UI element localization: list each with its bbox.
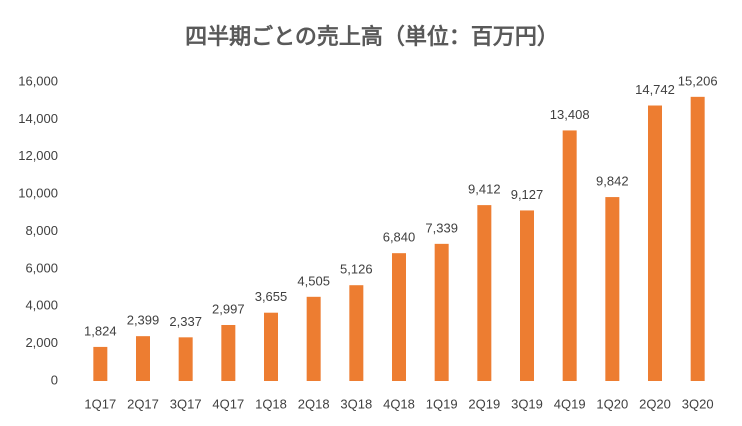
data-label: 6,840: [383, 230, 416, 245]
bar: [434, 243, 449, 381]
bar: [392, 253, 406, 381]
x-tick-label: 3Q17: [170, 396, 202, 411]
x-tick-label: 1Q20: [596, 396, 628, 411]
data-label: 14,742: [635, 82, 675, 97]
bar: [520, 210, 534, 381]
data-label: 5,126: [340, 262, 373, 277]
chart-title: 四半期ごとの売上高（単位：百万円）: [185, 24, 559, 50]
bar: [349, 285, 364, 381]
y-tick-label: 6,000: [25, 260, 58, 275]
data-label: 15,206: [678, 73, 718, 88]
bar: [264, 312, 278, 381]
data-label: 2,997: [212, 301, 245, 316]
y-tick-label: 16,000: [18, 73, 58, 88]
y-tick-label: 10,000: [18, 186, 58, 201]
bar: [221, 324, 236, 381]
data-label: 2,399: [127, 313, 160, 328]
bar: [93, 346, 108, 381]
y-tick-label: 8,000: [25, 223, 58, 238]
bar: [690, 96, 705, 381]
x-tick-label: 4Q17: [212, 396, 244, 411]
data-label: 3,655: [255, 289, 288, 304]
bar: [178, 337, 193, 381]
y-tick-label: 12,000: [18, 148, 58, 163]
data-label: 13,408: [550, 107, 590, 122]
x-tick-label: 3Q18: [340, 396, 372, 411]
data-label: 9,412: [468, 182, 501, 197]
bar: [136, 336, 150, 381]
x-tick-label: 1Q17: [84, 396, 116, 411]
y-tick-label: 4,000: [25, 298, 58, 313]
data-label: 4,505: [297, 273, 330, 288]
data-label: 7,339: [425, 220, 458, 235]
x-tick-label: 2Q18: [298, 396, 330, 411]
y-tick-label: 14,000: [18, 111, 58, 126]
bar: [562, 130, 577, 381]
x-tick-label: 3Q19: [511, 396, 543, 411]
bar: [648, 105, 662, 381]
y-tick-label: 0: [51, 372, 58, 387]
bar: [306, 296, 321, 381]
x-tick-label: 4Q18: [383, 396, 415, 411]
data-label: 9,842: [596, 174, 629, 189]
x-tick-label: 1Q18: [255, 396, 287, 411]
x-tick-label: 1Q19: [426, 396, 458, 411]
y-tick-label: 2,000: [25, 335, 58, 350]
x-tick-label: 4Q19: [554, 396, 586, 411]
x-tick-label: 2Q19: [468, 396, 500, 411]
data-label: 1,824: [84, 323, 117, 338]
data-label: 9,127: [511, 187, 544, 202]
bar: [605, 197, 620, 381]
data-label: 2,337: [169, 314, 202, 329]
x-tick-label: 2Q17: [127, 396, 159, 411]
x-tick-label: 2Q20: [639, 396, 671, 411]
x-tick-label: 3Q20: [682, 396, 714, 411]
bar: [477, 205, 492, 381]
